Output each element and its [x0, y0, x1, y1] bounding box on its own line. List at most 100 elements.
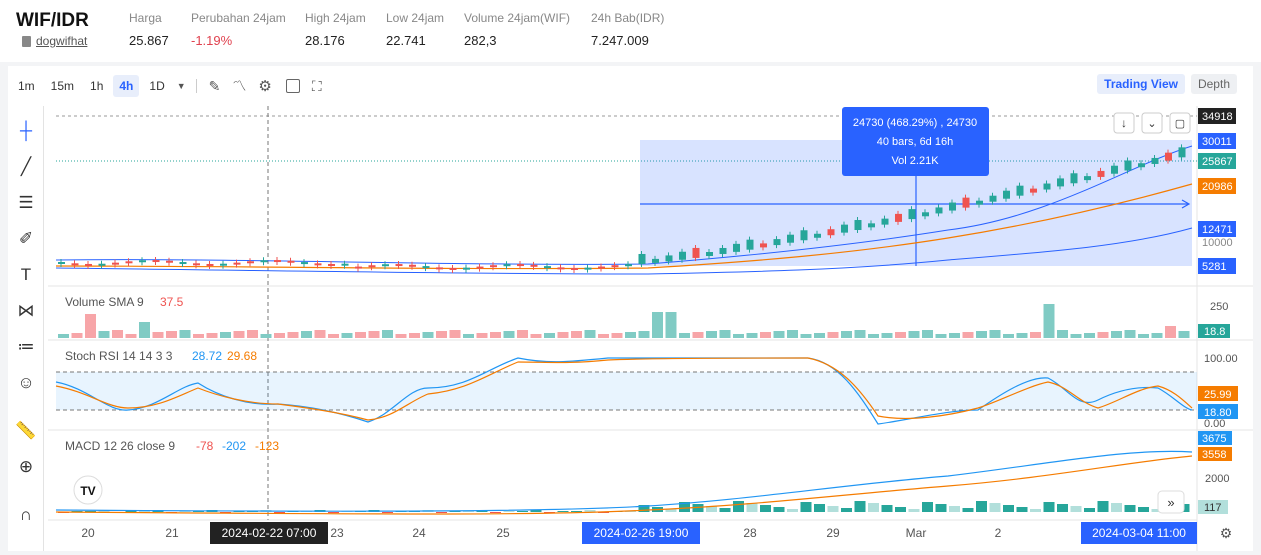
macd-bar — [1084, 508, 1095, 512]
volume-label: Volume SMA 9 — [65, 295, 144, 309]
candle — [814, 233, 821, 238]
macd-bar — [962, 508, 974, 512]
candle — [476, 266, 484, 269]
macd-bar — [1111, 503, 1122, 512]
gear-icon[interactable]: ⚙ — [1220, 525, 1233, 541]
candle — [773, 239, 781, 246]
candle — [719, 247, 727, 254]
collapse-button[interactable] — [1141, 112, 1163, 134]
ma-line — [55, 183, 1193, 270]
volume-bar — [949, 333, 960, 338]
maximize-button[interactable] — [1169, 112, 1191, 134]
ruler-icon[interactable]: 📏 — [15, 421, 37, 440]
time-tick: 29 — [826, 526, 840, 540]
volume-bar — [1124, 330, 1136, 338]
volume-bar — [652, 312, 663, 338]
candle — [152, 260, 160, 263]
macd-label: MACD 12 26 close 9 — [65, 439, 175, 453]
volume-bar — [719, 330, 731, 338]
volume-bar — [179, 330, 191, 338]
rsi-d-tag — [1198, 404, 1238, 419]
candle — [341, 263, 349, 266]
candle — [935, 207, 943, 214]
macd-bar — [706, 506, 717, 512]
volume-bar — [166, 331, 177, 338]
macd-bar — [746, 503, 758, 512]
volume-bar — [517, 330, 528, 338]
volume-value: 37.5 — [160, 295, 184, 309]
macd-bar — [544, 512, 555, 513]
range-end-tag — [1081, 522, 1197, 544]
pattern-icon[interactable]: ⋈ — [17, 301, 35, 320]
timeframe-1d[interactable]: 1D — [149, 79, 165, 93]
volume-bar — [314, 330, 326, 338]
macd-last: 117 — [1204, 502, 1222, 514]
time-axis[interactable]: 20 21 23 24 25 28 29 Mar 2 — [81, 526, 1001, 540]
zoom-in-icon[interactable]: ⊕ — [18, 457, 34, 476]
time-tick: 28 — [743, 526, 757, 540]
macd-bar — [1070, 506, 1082, 512]
save-icon[interactable] — [285, 79, 300, 93]
volume-bar — [706, 331, 717, 338]
volume-bar — [368, 331, 380, 338]
candle — [517, 264, 524, 267]
timeframe-4h[interactable]: 4h — [113, 75, 140, 97]
timeframe-1m[interactable]: 1m — [18, 79, 35, 93]
volume-bar — [1178, 331, 1190, 338]
trendline-icon[interactable]: ╱ — [20, 157, 32, 176]
indicator-icon[interactable]: 〽 — [232, 78, 247, 94]
volume-bar — [260, 334, 272, 338]
timeframe-15m[interactable]: 15m — [50, 79, 75, 93]
tradingview-logo[interactable] — [73, 475, 103, 505]
cursor-time-tag — [210, 522, 328, 544]
volume-bar — [827, 332, 839, 338]
macd-bar — [139, 511, 150, 512]
macd-bar — [503, 511, 515, 512]
macd-bar — [98, 510, 110, 512]
pair-name[interactable]: dogwifhat — [36, 34, 88, 48]
tab-depth[interactable]: Depth — [1190, 74, 1237, 94]
emoji-icon[interactable]: ☺ — [17, 373, 35, 392]
tab-trading-view[interactable]: Trading View — [1097, 74, 1185, 94]
pencil-icon[interactable]: ✎ — [208, 77, 221, 94]
macd-line — [55, 450, 1193, 512]
view-tabs: Trading View Depth — [1097, 74, 1237, 94]
candle — [530, 264, 538, 267]
brush-icon[interactable]: ✐ — [18, 229, 34, 248]
volume-bar — [1003, 334, 1014, 338]
candle — [206, 263, 214, 266]
candle — [760, 243, 767, 248]
volume-bar — [328, 334, 339, 338]
volume-bar — [895, 332, 906, 338]
volume-bar — [422, 332, 434, 338]
fullscreen-icon[interactable]: ⛶ — [311, 77, 322, 94]
gear-icon[interactable]: ⚙ — [258, 78, 272, 95]
volume-bar — [125, 334, 137, 338]
pair-subtitle-link[interactable]: dogwifhat — [22, 34, 87, 48]
candle — [233, 262, 241, 265]
text-icon[interactable]: T — [20, 265, 32, 284]
rsi-k-value: 28.72 — [192, 349, 222, 363]
magnet-icon[interactable]: ∩ — [19, 505, 33, 524]
macd-bar — [449, 511, 461, 512]
crosshair-icon[interactable]: ┼ — [19, 121, 33, 140]
scroll-to-realtime-button[interactable] — [1157, 490, 1185, 514]
volume-bar — [1016, 333, 1028, 338]
candle — [868, 223, 875, 228]
volume-bar — [989, 330, 1001, 338]
macd-bar — [949, 506, 960, 512]
prediction-icon[interactable]: ≔ — [17, 337, 35, 356]
fib-lines-icon[interactable]: ☰ — [18, 193, 34, 212]
chevron-down-icon[interactable]: ▼ — [176, 81, 186, 91]
rsi-d-value: 29.68 — [227, 349, 257, 363]
chart-canvas[interactable]: 24730 (468.29%) , 24730 40 bars, 6d 16h … — [48, 106, 1253, 551]
timeframe-1h[interactable]: 1h — [90, 79, 104, 93]
volume-bar — [935, 334, 947, 338]
macd-bar — [1097, 501, 1109, 512]
candle — [58, 262, 65, 264]
document-icon — [22, 35, 31, 47]
rsi-last-d: 18.80 — [1204, 407, 1232, 419]
scroll-down-button[interactable] — [1113, 112, 1135, 134]
volume-bar — [1084, 333, 1095, 338]
